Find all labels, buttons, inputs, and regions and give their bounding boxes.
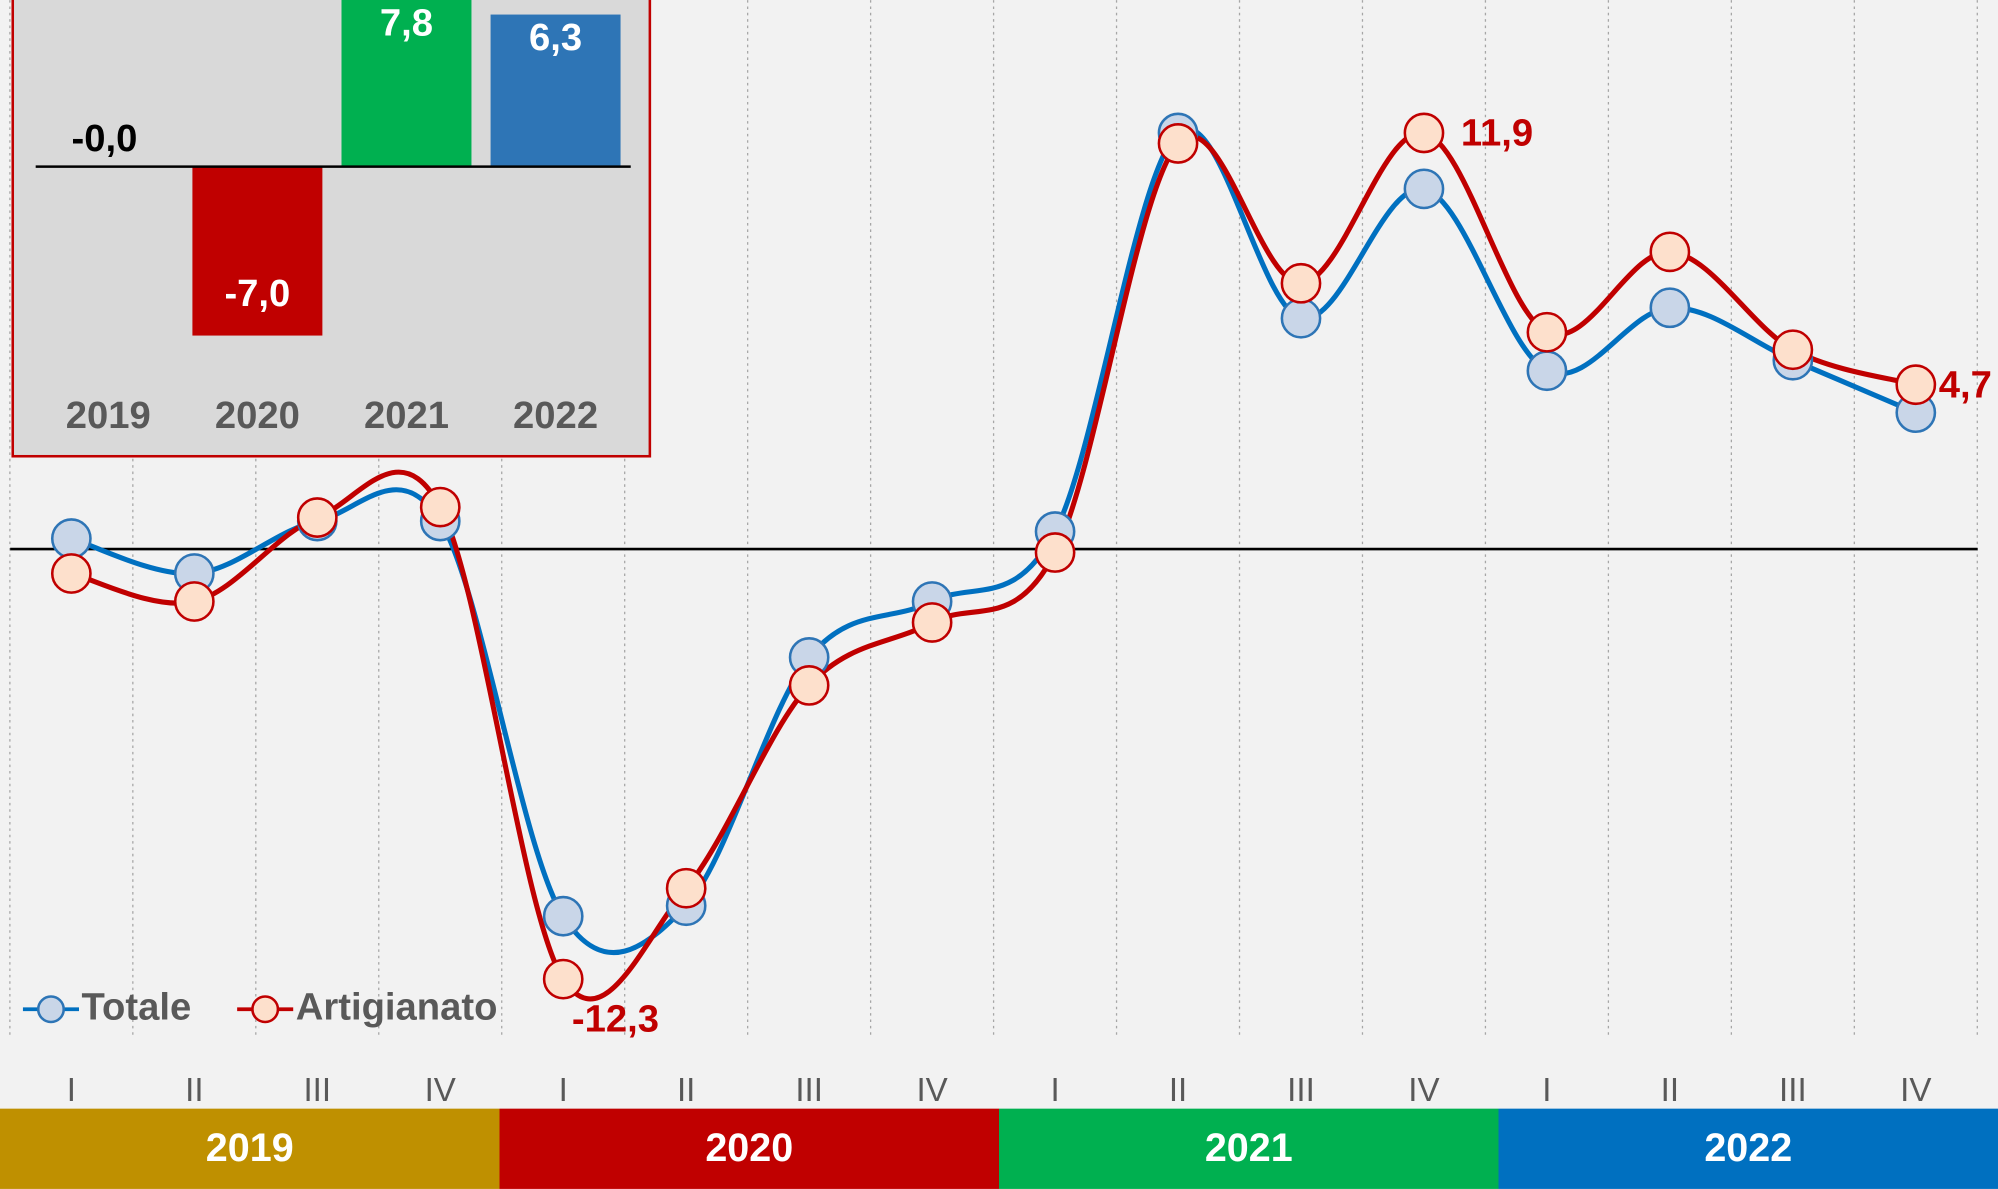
data-point xyxy=(296,497,338,538)
x-tick-label: II xyxy=(1661,1072,1679,1109)
data-point xyxy=(173,581,215,622)
x-tick-label: IV xyxy=(1408,1072,1439,1109)
bar xyxy=(192,166,323,336)
data-point xyxy=(419,486,461,528)
x-tick-label: III xyxy=(795,1072,823,1109)
data-point xyxy=(1157,123,1199,164)
legend-marker xyxy=(36,995,65,1024)
x-tick-label: IV xyxy=(1900,1072,1931,1109)
data-label: -0,0 xyxy=(72,117,138,160)
x-tick-label: I xyxy=(1050,1072,1059,1109)
x-tick-label: III xyxy=(1287,1072,1315,1109)
data-label: 11,9 xyxy=(1461,112,1533,155)
data-label: -7,0 xyxy=(224,272,290,315)
year-band xyxy=(499,1108,999,1189)
data-label: -12,3 xyxy=(572,997,659,1040)
data-point xyxy=(1649,287,1691,329)
legend-label: Artigianato xyxy=(296,985,498,1028)
x-tick-label: 2019 xyxy=(66,394,151,437)
data-point xyxy=(1526,350,1568,392)
data-point xyxy=(1649,231,1691,273)
year-label: 2022 xyxy=(1704,1126,1792,1170)
data-point xyxy=(1280,297,1322,339)
legend-label: Totale xyxy=(82,985,192,1028)
x-tick-label: II xyxy=(185,1072,203,1109)
data-label: 4,7 xyxy=(1939,363,1992,406)
bar xyxy=(341,0,472,167)
data-point xyxy=(542,958,584,1000)
x-tick-label: I xyxy=(559,1072,568,1109)
data-point xyxy=(542,895,584,937)
data-label: 6,3 xyxy=(529,16,582,59)
year-band xyxy=(0,1108,500,1189)
year-label: 2021 xyxy=(1205,1126,1293,1170)
x-tick-label: 2022 xyxy=(513,394,598,437)
data-point xyxy=(1895,364,1937,406)
x-tick-label: III xyxy=(303,1072,331,1109)
legend-marker xyxy=(251,995,280,1024)
data-point xyxy=(50,518,92,559)
x-tick-label: I xyxy=(67,1072,76,1109)
inset-plot: -0,0 2019 -7,0 2020 7,8 2021 6,3 2022 xyxy=(35,0,631,437)
data-label: 7,8 xyxy=(380,2,433,45)
year-label: 2019 xyxy=(206,1126,294,1170)
x-tick-label: IV xyxy=(425,1072,456,1109)
inset-chart: -0,0 2019 -7,0 2020 7,8 2021 6,3 2022 xyxy=(11,0,652,458)
data-point xyxy=(788,665,830,706)
data-point xyxy=(1403,112,1445,154)
x-tick-label: IV xyxy=(916,1072,947,1109)
x-tick-label: II xyxy=(1169,1072,1187,1109)
x-tick-label: 2020 xyxy=(215,394,300,437)
x-tick-label: III xyxy=(1779,1072,1807,1109)
data-point xyxy=(1526,311,1568,353)
data-point xyxy=(1280,262,1322,304)
data-point xyxy=(1034,532,1076,573)
year-label: 2020 xyxy=(705,1126,793,1170)
x-tick-label: 2021 xyxy=(364,394,449,437)
data-point xyxy=(50,553,92,594)
data-point xyxy=(1403,168,1445,210)
data-point xyxy=(911,602,953,643)
year-band xyxy=(999,1108,1499,1189)
x-tick-label: II xyxy=(677,1072,695,1109)
bar xyxy=(490,14,621,167)
x-tick-label: I xyxy=(1542,1072,1551,1109)
data-point xyxy=(1772,329,1814,371)
data-point xyxy=(665,867,707,909)
year-band xyxy=(1498,1108,1998,1189)
